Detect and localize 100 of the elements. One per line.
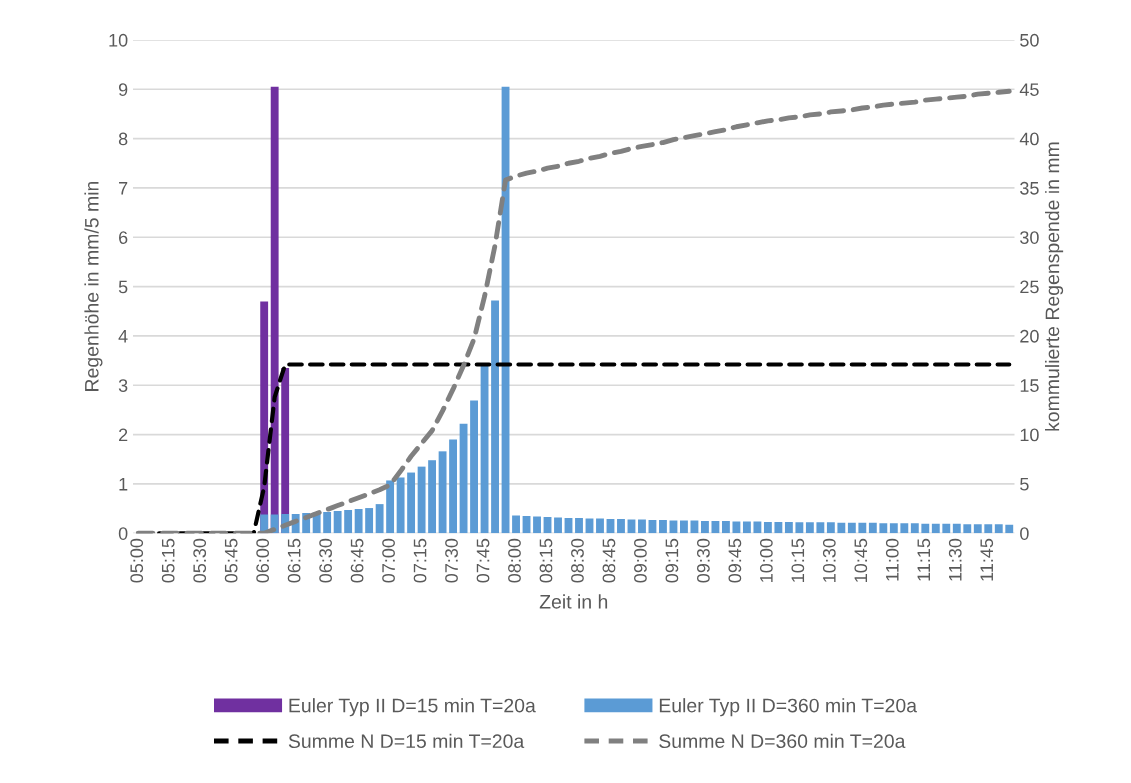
bar (984, 524, 993, 534)
bar (617, 518, 625, 534)
bar (784, 521, 793, 534)
x-tick-label: 06:45 (350, 538, 364, 583)
bar (921, 523, 930, 534)
bar (711, 520, 720, 534)
y2-tick-label: 35 (1020, 181, 1039, 195)
bar (837, 522, 846, 534)
x-tick-label: 05:45 (224, 538, 238, 583)
bar (774, 521, 783, 534)
y2-tick-label: 10 (1020, 428, 1039, 442)
bar (491, 300, 499, 534)
x-axis-title: Zeit in h (539, 594, 608, 609)
bar (994, 524, 1003, 534)
bar (596, 518, 604, 534)
bar (438, 451, 447, 534)
y2-tick-label: 45 (1019, 83, 1039, 96)
bar (638, 519, 646, 534)
bar (879, 523, 888, 534)
bar (858, 522, 867, 534)
bar (1005, 524, 1014, 534)
x-tick-label: 09:00 (634, 538, 647, 583)
legend-label: Summe N D=360 min T=20a (659, 733, 906, 749)
bar (512, 515, 520, 534)
bar (931, 523, 940, 534)
x-tick-label: 07:00 (382, 538, 395, 583)
x-tick-label: 05:30 (193, 538, 207, 583)
x-tick-label: 07:15 (413, 538, 427, 583)
bar (449, 439, 458, 534)
y-tick-label: 7 (119, 182, 128, 195)
x-tick-label: 09:30 (696, 538, 710, 583)
x-tick-label: 11:00 (885, 538, 899, 581)
y-tick-label: 6 (119, 231, 128, 244)
bar (554, 517, 562, 534)
bar (952, 523, 961, 534)
bar (669, 520, 678, 534)
y2-tick-label: 15 (1020, 379, 1039, 392)
bar (575, 517, 583, 534)
x-tick-label: 10:15 (791, 538, 805, 582)
bar (690, 520, 699, 534)
y-tick-label: 5 (118, 280, 128, 294)
y2-tick-label: 40 (1019, 132, 1039, 146)
bar (889, 523, 898, 534)
bar (428, 460, 437, 534)
bar (900, 523, 909, 534)
x-tick-label: 10:30 (822, 538, 836, 582)
bar (680, 520, 688, 534)
y-tick-label: 4 (118, 330, 128, 343)
bar (386, 480, 395, 534)
bar (826, 522, 835, 534)
bar (805, 522, 814, 534)
x-tick-label: 06:00 (256, 538, 270, 583)
bar (417, 466, 426, 534)
y2-axis-title: kommulierte Regenspende in mm (1045, 142, 1064, 431)
bar (701, 520, 709, 534)
x-tick-label: 09:45 (728, 538, 742, 583)
bar (459, 423, 468, 534)
x-tick-label: 05:15 (161, 538, 175, 583)
bar (344, 510, 353, 534)
x-tick-label: 10:00 (759, 538, 773, 582)
y-tick-label: 2 (119, 428, 128, 442)
bar (659, 519, 667, 534)
x-tick-label: 06:15 (287, 538, 301, 583)
bar (627, 519, 636, 534)
y-tick-label: 8 (118, 132, 128, 146)
bar (333, 511, 342, 534)
y-tick-label: 3 (118, 379, 128, 392)
x-tick-label: 07:30 (445, 538, 458, 583)
x-tick-label: 08:00 (508, 538, 521, 583)
x-tick-label: 08:45 (602, 538, 616, 583)
bar (763, 521, 772, 534)
x-tick-label: 07:45 (476, 538, 490, 583)
legend-label: Euler Typ II D=360 min T=20a (659, 698, 918, 717)
y2-tick-label: 5 (1020, 478, 1029, 491)
bar (732, 521, 741, 534)
bar (396, 477, 405, 534)
y-tick-label: 1 (119, 478, 128, 491)
x-tick-label: 10:45 (854, 538, 868, 582)
bar (795, 522, 804, 534)
bar (910, 523, 919, 534)
y2-tick-label: 30 (1020, 231, 1039, 244)
bar (973, 524, 982, 534)
y2-tick-label: 20 (1020, 329, 1039, 343)
bar (470, 400, 478, 534)
legend-label: Euler Typ II D=15 min T=20a (289, 698, 536, 717)
y2-tick-label: 50 (1020, 33, 1039, 47)
bar (533, 516, 541, 534)
x-tick-label: 11:45 (980, 538, 994, 581)
y-tick-label: 0 (118, 527, 128, 540)
x-tick-label: 06:30 (319, 538, 332, 583)
bar (868, 522, 877, 534)
x-tick-label: 11:30 (948, 538, 962, 581)
y2-tick-label: 0 (1020, 527, 1029, 540)
bar (354, 509, 363, 534)
bar (753, 521, 762, 534)
line-series (135, 88, 1012, 534)
y-tick-label: 10 (109, 33, 128, 47)
bar (742, 521, 751, 534)
bar (847, 522, 856, 534)
bar (323, 512, 332, 534)
